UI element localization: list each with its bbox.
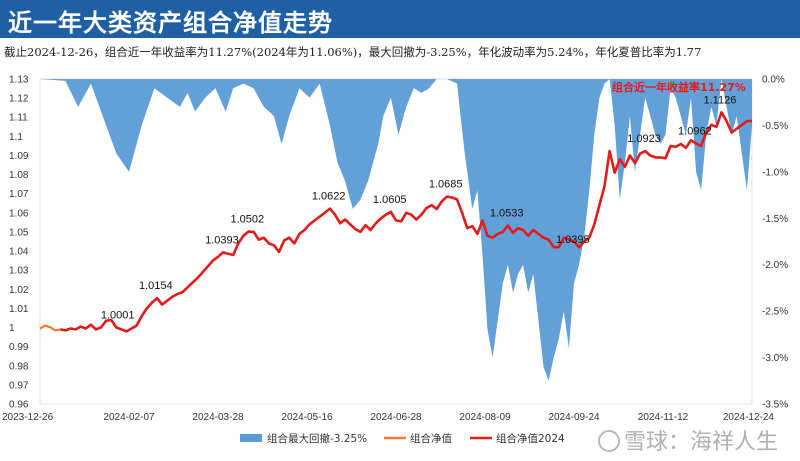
x-axis-tick-label: 2024-03-28 (192, 412, 244, 423)
nav-line (39, 324, 61, 332)
chart-title: 近一年大类资产组合净值走势 (8, 9, 333, 37)
left-axis-tick-label: 1.05 (9, 227, 29, 238)
right-axis-tick-label: -0.5% (762, 121, 788, 132)
watermark: 雪球：海祥人生 (597, 424, 778, 456)
data-label: 1.0622 (312, 191, 346, 203)
nav-2024-line (60, 111, 752, 333)
left-axis-tick-label: 0.96 (9, 400, 29, 411)
right-axis-tick-label: 0.0% (762, 75, 785, 86)
right-axis-tick-label: -1.0% (762, 167, 788, 178)
drawdown-area (40, 79, 752, 381)
right-axis-tick-label: -3.5% (762, 400, 788, 411)
left-axis-tick-label: 1.03 (9, 266, 29, 277)
x-axis-tick-label: 2024-02-07 (103, 412, 155, 423)
watermark-text: 雪球：海祥人生 (623, 430, 778, 455)
right-axis-tick-label: -2.0% (762, 260, 788, 271)
data-label: 1.0533 (490, 208, 524, 220)
data-label: 1.0001 (101, 309, 135, 321)
left-axis-tick-label: 1.01 (9, 304, 29, 315)
x-axis-tick-label: 2024-12-24 (723, 412, 775, 423)
data-label: 1.0393 (205, 234, 239, 246)
data-label: 1.0962 (678, 126, 712, 138)
x-axis-tick-label: 2024-11-12 (638, 412, 689, 423)
left-axis-tick-label: 1.09 (9, 151, 29, 162)
legend-drawdown-label: 组合最大回撤-3.25% (267, 432, 367, 445)
left-axis-tick-label: 0.97 (9, 380, 29, 391)
x-axis-tick-label: 2024-05-16 (281, 412, 333, 423)
left-axis-tick-label: 1.04 (9, 247, 29, 258)
left-axis-tick-label: 1.07 (9, 189, 29, 200)
data-label: 1.1126 (703, 94, 736, 106)
chart-subtitle: 截止2024-12-26，组合近一年收益率为11.27%(2024年为11.06… (4, 45, 702, 59)
left-axis-tick-label: 1.11 (9, 113, 28, 124)
left-axis-tick-label: 1.13 (9, 75, 29, 86)
data-label: 1.0502 (231, 214, 265, 226)
left-axis-tick-label: 1.06 (9, 208, 29, 219)
left-axis-tick-label: 1 (9, 323, 15, 334)
left-axis-tick-label: 1.1 (9, 132, 23, 143)
left-axis-tick-label: 1.08 (9, 170, 29, 181)
title-bar: 近一年大类资产组合净值走势 (0, 0, 800, 38)
snowball-logo-icon (597, 430, 620, 452)
right-axis-tick-label: -3.0% (762, 353, 788, 364)
x-axis-tick-label: 2023-12-26 (2, 412, 54, 423)
data-label: 1.0605 (373, 194, 407, 206)
legend-drawdown-swatch (240, 434, 262, 442)
left-axis-tick-label: 0.99 (9, 342, 29, 353)
right-axis-tick-label: -1.5% (762, 214, 788, 225)
return-annotation: 组合近一年收益率11.27% (612, 80, 746, 94)
data-label: 1.0395 (556, 234, 590, 246)
x-axis-tick-label: 2024-08-09 (459, 412, 511, 423)
left-axis-tick-label: 1.12 (9, 94, 29, 105)
legend-nav-label: 组合净值 (410, 432, 452, 445)
left-axis-tick-label: 0.98 (9, 361, 29, 372)
data-label: 1.0685 (429, 179, 463, 191)
left-axis-tick-label: 1.02 (9, 285, 29, 296)
right-axis-tick-label: -2.5% (762, 307, 788, 318)
x-axis-tick-label: 2024-09-24 (548, 412, 600, 423)
legend-nav2024-label: 组合净值2024 (496, 432, 565, 445)
data-label: 1.0154 (139, 280, 173, 292)
x-axis-tick-label: 2024-06-28 (370, 412, 422, 423)
data-label: 1.0923 (627, 133, 661, 145)
plot-area (39, 78, 753, 405)
